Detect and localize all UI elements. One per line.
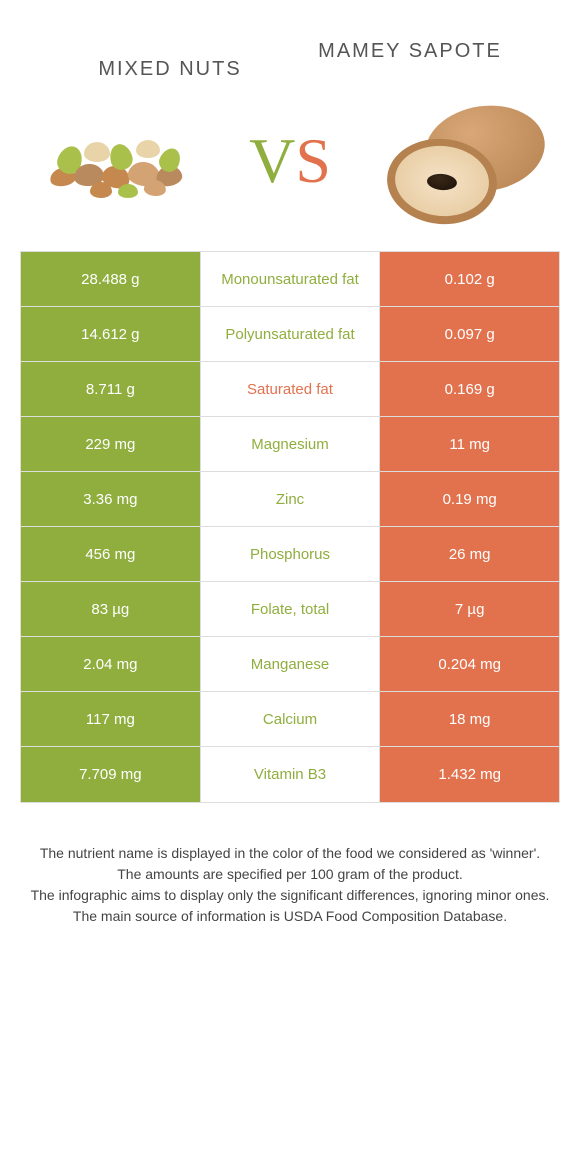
- table-row: 8.711 gSaturated fat0.169 g: [21, 362, 559, 417]
- left-value-cell: 7.709 mg: [21, 747, 201, 802]
- nutrient-comparison-table: 28.488 gMonounsaturated fat0.102 g14.612…: [20, 251, 560, 803]
- images-row: VS: [0, 91, 580, 251]
- right-value-cell: 0.204 mg: [380, 637, 559, 691]
- left-value-cell: 2.04 mg: [21, 637, 201, 691]
- right-food-title: Mamey Sapote: [290, 40, 530, 81]
- table-row: 14.612 gPolyunsaturated fat0.097 g: [21, 307, 559, 362]
- nutrient-label-cell: Manganese: [201, 637, 381, 691]
- left-value-cell: 28.488 g: [21, 252, 201, 306]
- vs-label: VS: [249, 124, 331, 198]
- left-title-text: Mixed nuts: [50, 58, 290, 81]
- nutrient-label-cell: Folate, total: [201, 582, 381, 636]
- nutrient-label-cell: Monounsaturated fat: [201, 252, 381, 306]
- footer-line-2: The amounts are specified per 100 gram o…: [30, 864, 550, 885]
- left-value-cell: 117 mg: [21, 692, 201, 746]
- nutrient-label-cell: Zinc: [201, 472, 381, 526]
- footer-line-1: The nutrient name is displayed in the co…: [30, 843, 550, 864]
- right-value-cell: 0.102 g: [380, 252, 559, 306]
- table-row: 28.488 gMonounsaturated fat0.102 g: [21, 252, 559, 307]
- table-row: 7.709 mgVitamin B31.432 mg: [21, 747, 559, 802]
- left-food-image: [30, 101, 200, 221]
- right-value-cell: 26 mg: [380, 527, 559, 581]
- mixed-nuts-illustration: [40, 116, 190, 206]
- nutrient-label-cell: Saturated fat: [201, 362, 381, 416]
- footer-line-3: The infographic aims to display only the…: [30, 885, 550, 906]
- table-row: 456 mgPhosphorus26 mg: [21, 527, 559, 582]
- right-value-cell: 0.169 g: [380, 362, 559, 416]
- right-value-cell: 0.097 g: [380, 307, 559, 361]
- mamey-sapote-illustration: [385, 101, 545, 221]
- nutrient-label-cell: Vitamin B3: [201, 747, 381, 802]
- header: Mixed nuts Mamey Sapote: [0, 0, 580, 91]
- left-value-cell: 229 mg: [21, 417, 201, 471]
- right-value-cell: 0.19 mg: [380, 472, 559, 526]
- vs-v: V: [249, 125, 295, 196]
- right-food-image: [380, 101, 550, 221]
- table-row: 117 mgCalcium18 mg: [21, 692, 559, 747]
- vs-s: S: [295, 125, 331, 196]
- nutrient-label-cell: Polyunsaturated fat: [201, 307, 381, 361]
- table-row: 2.04 mgManganese0.204 mg: [21, 637, 559, 692]
- left-value-cell: 8.711 g: [21, 362, 201, 416]
- left-value-cell: 14.612 g: [21, 307, 201, 361]
- right-value-cell: 1.432 mg: [380, 747, 559, 802]
- left-value-cell: 456 mg: [21, 527, 201, 581]
- right-value-cell: 7 µg: [380, 582, 559, 636]
- table-row: 83 µgFolate, total7 µg: [21, 582, 559, 637]
- table-row: 229 mgMagnesium11 mg: [21, 417, 559, 472]
- nutrient-label-cell: Magnesium: [201, 417, 381, 471]
- table-row: 3.36 mgZinc0.19 mg: [21, 472, 559, 527]
- nutrient-label-cell: Calcium: [201, 692, 381, 746]
- footer-line-4: The main source of information is USDA F…: [30, 906, 550, 927]
- nutrient-label-cell: Phosphorus: [201, 527, 381, 581]
- right-value-cell: 11 mg: [380, 417, 559, 471]
- footer-notes: The nutrient name is displayed in the co…: [0, 803, 580, 927]
- left-food-title: Mixed nuts: [50, 40, 290, 81]
- left-value-cell: 83 µg: [21, 582, 201, 636]
- left-value-cell: 3.36 mg: [21, 472, 201, 526]
- right-title-text: Mamey Sapote: [290, 40, 530, 63]
- right-value-cell: 18 mg: [380, 692, 559, 746]
